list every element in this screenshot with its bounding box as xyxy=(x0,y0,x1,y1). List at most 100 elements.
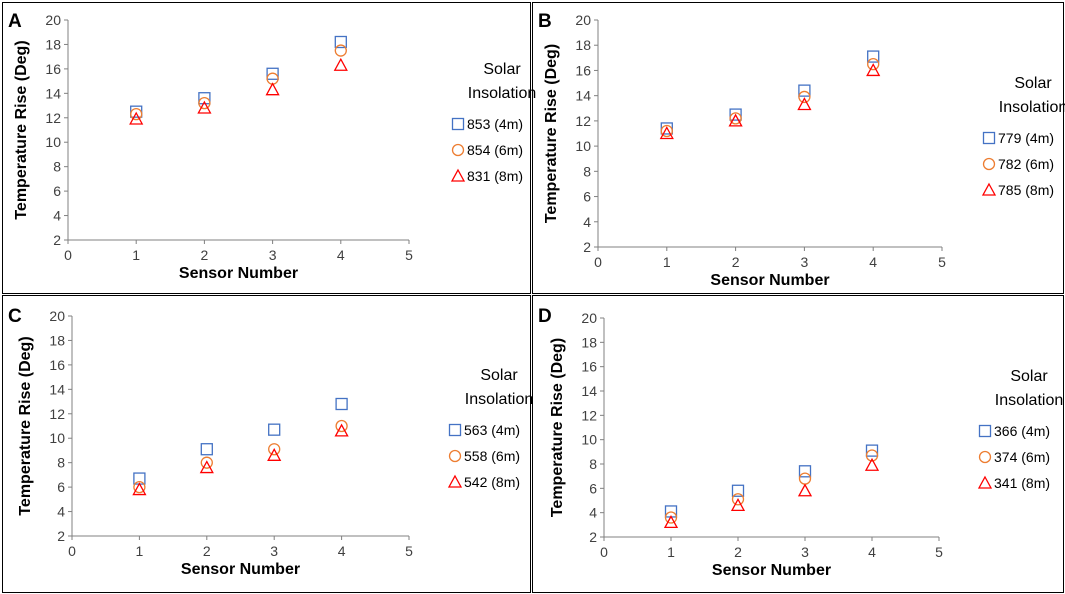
data-point-circle xyxy=(334,44,347,57)
y-tick-label: 2 xyxy=(57,528,65,544)
y-tick-label: 16 xyxy=(581,359,597,375)
series-2 xyxy=(664,449,879,524)
x-tick-label: 5 xyxy=(938,254,946,270)
legend-marker-square xyxy=(451,117,465,131)
data-point-triangle xyxy=(866,63,881,77)
y-tick-label: 6 xyxy=(53,183,61,199)
series-2 xyxy=(130,44,347,121)
data-point-square xyxy=(867,50,880,63)
data-point-triangle xyxy=(333,57,348,71)
data-point-triangle xyxy=(199,460,214,474)
legend-marker-triangle xyxy=(981,182,997,196)
panel-letter: D xyxy=(538,306,552,327)
x-tick-label: 0 xyxy=(594,254,602,270)
panel-letter: C xyxy=(8,306,22,327)
data-point-triangle xyxy=(334,423,349,437)
data-point-square xyxy=(798,84,811,97)
data-point-triangle xyxy=(663,515,679,529)
data-point-square xyxy=(268,423,281,436)
legend: Solar Insolation 366 (4m) 374 (6m) 341 (8m) xyxy=(977,368,1064,491)
legend-entry-label: 374 (6m) xyxy=(994,449,1050,465)
data-point-triangle xyxy=(797,97,812,111)
legend-title-line2: Insolation xyxy=(995,392,1064,409)
data-point-square xyxy=(731,484,745,497)
y-tick-label: 20 xyxy=(575,12,591,28)
legend-title-line2: Insolation xyxy=(465,391,534,408)
y-tick-label: 8 xyxy=(583,163,591,179)
data-point-square xyxy=(798,465,812,478)
x-tick-label: 0 xyxy=(64,247,72,263)
x-tick-label: 4 xyxy=(868,544,876,560)
data-point-circle xyxy=(798,90,811,104)
x-tick-label: 1 xyxy=(667,544,675,560)
y-tick-label: 4 xyxy=(57,504,65,520)
x-tick-label: 2 xyxy=(732,254,740,270)
legend-marker-square xyxy=(982,131,996,145)
series-3 xyxy=(659,63,881,140)
series-2 xyxy=(660,57,880,138)
legend-marker-circle xyxy=(451,143,465,157)
x-axis-title: Sensor Number xyxy=(179,265,298,282)
y-tick-label: 12 xyxy=(581,407,597,423)
data-point-square xyxy=(729,108,742,121)
legend-entry-label: 779 (4m) xyxy=(998,130,1054,146)
data-point-circle xyxy=(865,449,879,462)
y-tick-label: 2 xyxy=(53,232,61,248)
legend-entry-label: 366 (4m) xyxy=(994,423,1050,439)
legend-title-line2: Insolation xyxy=(999,99,1065,116)
y-tick-label: 14 xyxy=(581,383,597,399)
y-tick-label: 4 xyxy=(589,505,597,521)
data-point-triangle xyxy=(265,82,280,96)
panel-border xyxy=(2,2,531,294)
y-tick-label: 14 xyxy=(49,381,65,397)
x-tick-label: 5 xyxy=(935,544,943,560)
data-point-circle xyxy=(664,511,678,524)
legend-marker-triangle xyxy=(450,168,466,182)
y-tick-label: 12 xyxy=(45,110,61,126)
data-point-triangle xyxy=(864,457,880,471)
legend-title-line2: Insolation xyxy=(468,85,537,102)
x-tick-label: 2 xyxy=(201,247,209,263)
x-tick-label: 2 xyxy=(203,543,211,559)
x-axis-title: Sensor Number xyxy=(712,562,831,579)
legend-title-line1: Solar xyxy=(1010,368,1048,385)
x-tick-label: 1 xyxy=(663,254,671,270)
data-point-square xyxy=(198,92,211,105)
x-tick-label: 3 xyxy=(801,254,809,270)
x-tick-label: 3 xyxy=(270,543,278,559)
panel-border xyxy=(532,2,1064,294)
y-tick-label: 10 xyxy=(45,134,61,150)
data-point-triangle xyxy=(728,113,743,127)
legend-entry-label: 785 (8m) xyxy=(998,182,1054,198)
legend: Solar Insolation 779 (4m) 782 (6m) 785 (8m) xyxy=(981,75,1065,198)
legend-title-line1: Solar xyxy=(1014,75,1052,92)
y-axis-title: Temperature Rise (Deg) xyxy=(543,44,560,223)
data-point-square xyxy=(266,67,279,80)
series-1 xyxy=(133,397,348,485)
panel-border xyxy=(532,295,1064,593)
y-tick-label: 6 xyxy=(589,480,597,496)
x-tick-label: 4 xyxy=(869,254,877,270)
data-point-square xyxy=(865,444,879,457)
data-point-triangle xyxy=(132,482,147,496)
series-1 xyxy=(130,35,347,118)
series-1 xyxy=(664,444,879,518)
legend: Solar Insolation 563 (4m) 558 (6m) 542 (8m) xyxy=(447,367,534,490)
y-tick-label: 10 xyxy=(575,138,591,154)
legend-marker-circle xyxy=(982,157,996,171)
x-tick-label: 5 xyxy=(405,247,413,263)
series-3 xyxy=(129,57,348,125)
y-tick-label: 6 xyxy=(57,479,65,495)
data-point-square xyxy=(335,397,348,411)
x-axis-title: Sensor Number xyxy=(710,272,829,289)
y-tick-label: 4 xyxy=(53,208,61,224)
y-tick-label: 18 xyxy=(49,332,65,348)
series-1 xyxy=(660,50,880,135)
data-point-square xyxy=(334,35,347,49)
data-point-triangle xyxy=(129,111,144,125)
legend-entry-label: 782 (6m) xyxy=(998,156,1054,172)
legend: Solar Insolation 853 (4m) 854 (6m) 831 (8m) xyxy=(450,61,537,184)
